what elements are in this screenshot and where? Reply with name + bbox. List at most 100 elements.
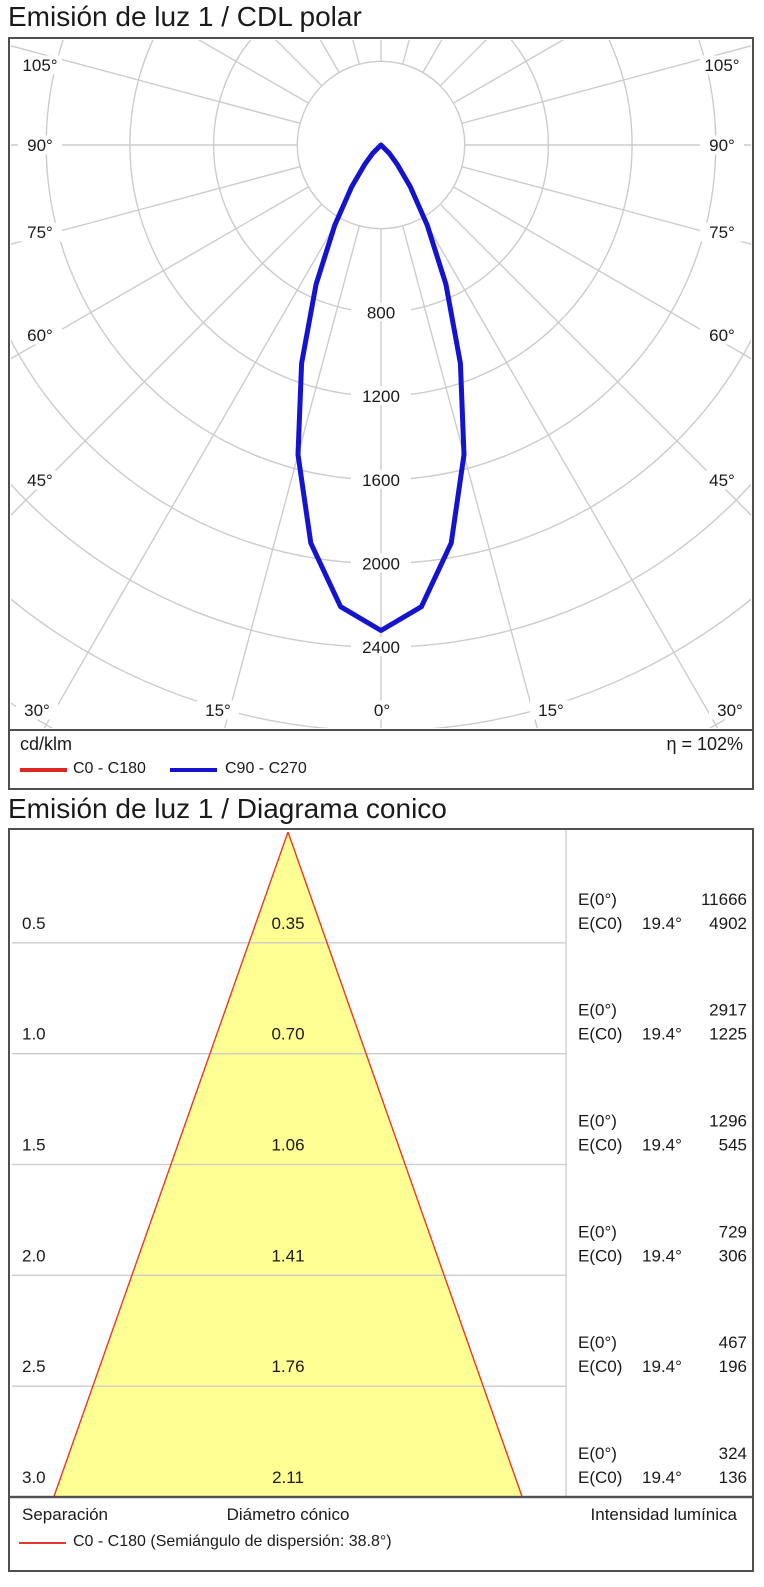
angle-label-right-backing (700, 222, 744, 242)
separation-value: 1.5 (22, 1136, 46, 1155)
ec0-label: E(C0) (578, 1357, 622, 1376)
ec0-label: E(C0) (578, 1468, 622, 1487)
ec0-value: 196 (719, 1357, 747, 1376)
cone-diagram-canvas: 0.5 0.35 E(0°) 11666 E(C0) 19.4° 4902 1.0 0.70 E(… (10, 830, 752, 1499)
cone-diameter-value: 2.11 (272, 1468, 304, 1487)
polar-grid-spoke (11, 186, 309, 360)
e0-label: E(0°) (578, 1222, 617, 1241)
beam-angle-value: 19.4° (642, 914, 682, 933)
separation-value: 3.0 (22, 1468, 46, 1487)
ec0-label: E(C0) (578, 1246, 622, 1265)
angle-label-right-backing (700, 135, 744, 155)
polar-grid-spoke (461, 165, 751, 245)
angle-label-bottom: 0° (374, 701, 390, 720)
angle-label-bottom: 30° (24, 701, 50, 720)
ec0-label: E(C0) (578, 914, 622, 933)
polar-grid: 800 1200 1600 2000 2400 105° 105° 90° 90° 75° 75° 6… (11, 40, 751, 728)
angle-label-left: 75° (27, 223, 53, 242)
angle-label-left-backing (18, 222, 62, 242)
angle-label-left: 60° (27, 326, 53, 345)
ec0-label: E(C0) (578, 1136, 622, 1155)
e0-value: 11666 (701, 890, 747, 909)
c0-legend-swatch (20, 768, 67, 772)
cone-diameter-value: 0.35 (271, 914, 304, 933)
polar-grid-spoke (43, 217, 340, 728)
ec0-value: 1225 (709, 1025, 747, 1044)
intensity-column-header: Intensidad lumínica (590, 1505, 737, 1524)
c90-legend-label: C90 - C270 (225, 760, 307, 777)
beam-angle-value: 19.4° (642, 1025, 682, 1044)
angle-label-bottom-backing (530, 700, 572, 720)
polar-legend-box: cd/klm η = 102% C0 - C180 C90 - C270 (8, 731, 754, 790)
angle-label-right-backing (700, 55, 744, 75)
separation-value: 0.5 (22, 914, 46, 933)
separation-value: 2.0 (22, 1246, 46, 1265)
polar-grid-spoke (439, 203, 751, 516)
unit-label: cd/klm (20, 734, 73, 754)
angle-label-bottom: 15° (538, 701, 564, 720)
e0-value: 729 (719, 1222, 747, 1241)
polar-grid-spoke (422, 217, 719, 728)
angle-label-left-backing (18, 55, 62, 75)
separation-column-header: Separación (22, 1505, 109, 1524)
beam-edge-right (287, 831, 523, 1498)
polar-grid-spoke (11, 165, 301, 245)
e0-label: E(0°) (578, 1333, 617, 1352)
angle-label-bottom-backing (16, 700, 58, 720)
cone-diameter-value: 1.76 (271, 1357, 304, 1376)
polar-grid-spoke (11, 45, 301, 125)
radial-tick-label: 800 (367, 303, 395, 322)
angle-label-left: 45° (27, 471, 53, 490)
radial-tick-label: 2000 (362, 555, 400, 574)
c90-legend-swatch (170, 768, 217, 772)
e0-label: E(0°) (578, 1444, 617, 1463)
ec0-label: E(C0) (578, 1025, 622, 1044)
beam-angle-value: 19.4° (642, 1246, 682, 1265)
cone-legend-label: C0 - C180 (Semiángulo de dispersión: 38.… (73, 1533, 392, 1550)
angle-label-right: 105° (704, 56, 739, 75)
angle-label-bottom-backing (361, 700, 403, 720)
radial-tick-label: 2400 (362, 638, 400, 657)
beam-angle-value: 19.4° (642, 1136, 682, 1155)
ec0-value: 545 (719, 1136, 747, 1155)
angle-label-bottom-backing (709, 700, 751, 720)
angle-label-right-backing (700, 325, 744, 345)
polar-grid-spoke (11, 203, 323, 516)
e0-label: E(0°) (578, 1001, 617, 1020)
radial-tick-backing (351, 637, 411, 657)
angle-label-right: 45° (709, 471, 735, 490)
cone-footer-separator (10, 1495, 752, 1499)
ec0-value: 4902 (709, 914, 747, 933)
beam-angle-value: 19.4° (642, 1468, 682, 1487)
angle-label-right-backing (700, 470, 744, 490)
angle-label-right: 90° (709, 136, 735, 155)
angle-label-left: 105° (22, 56, 57, 75)
cone-diameter-value: 1.41 (271, 1246, 304, 1265)
polar-grid-spoke (224, 225, 361, 728)
angle-label-left: 90° (27, 136, 53, 155)
angle-label-bottom: 15° (205, 701, 231, 720)
e0-value: 467 (719, 1333, 747, 1352)
cone-diameter-value: 0.70 (271, 1025, 304, 1044)
polar-diagram-canvas: 800 1200 1600 2000 2400 105° 105° 90° 90° 75° 75° 6… (11, 40, 751, 728)
angle-label-bottom: 30° (717, 701, 743, 720)
polar-chart: 800 1200 1600 2000 2400 105° 105° 90° 90° 75° 75° 6… (8, 37, 754, 731)
polar-grid-spoke (401, 225, 538, 728)
c0-legend-label: C0 - C180 (73, 760, 146, 777)
beam-edge-left (53, 831, 289, 1498)
cone-chart: 0.5 0.35 E(0°) 11666 E(C0) 19.4° 4902 1.0 0.70 E(… (8, 828, 754, 1572)
e0-value: 324 (719, 1444, 747, 1463)
angle-label-left-backing (18, 470, 62, 490)
angle-label-left-backing (18, 135, 62, 155)
polar-chart-title: Emisión de luz 1 / CDL polar (8, 1, 362, 32)
diameter-column-header: Diámetro cónico (226, 1505, 350, 1524)
angle-label-right: 60° (709, 326, 735, 345)
polar-grid-spoke (453, 186, 751, 360)
cone-chart-title: Emisión de luz 1 / Diagrama conico (8, 793, 447, 824)
e0-value: 1296 (709, 1112, 747, 1131)
polar-curve-c90-c270 (295, 142, 467, 633)
beam-angle-value: 19.4° (642, 1357, 682, 1376)
efficiency-label: η = 102% (666, 734, 743, 754)
e0-label: E(0°) (578, 1112, 617, 1131)
separation-value: 1.0 (22, 1025, 46, 1044)
